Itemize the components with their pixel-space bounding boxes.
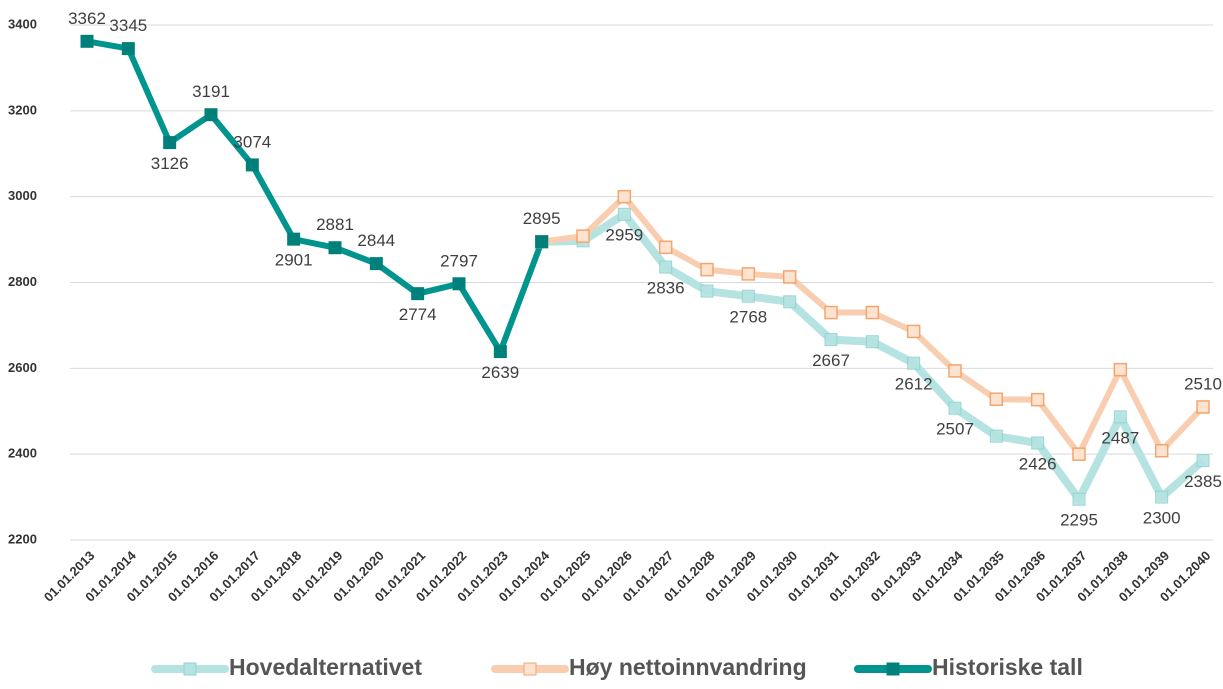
marker	[1154, 443, 1169, 458]
y-tick-label: 2600	[8, 360, 37, 375]
marker	[700, 284, 714, 298]
marker	[204, 108, 218, 122]
marker	[824, 333, 838, 347]
marker	[1072, 492, 1086, 506]
marker	[741, 267, 756, 281]
marker	[782, 270, 797, 284]
data-label: 2385	[1184, 472, 1222, 491]
marker	[989, 392, 1004, 406]
marker	[287, 232, 301, 246]
data-label: 3362	[68, 9, 106, 28]
marker	[783, 295, 797, 309]
marker	[1072, 447, 1086, 461]
marker	[1155, 490, 1169, 504]
data-label: 3345	[109, 16, 147, 35]
data-label: 2836	[647, 279, 685, 298]
data-label: 3126	[151, 154, 189, 173]
data-label: 2844	[357, 231, 395, 250]
legend-marker	[523, 662, 537, 676]
legend-label: Hovedalternativet	[229, 654, 422, 680]
data-label: 2426	[1019, 454, 1057, 473]
marker	[700, 262, 714, 277]
marker	[493, 345, 507, 359]
data-label: 2612	[895, 375, 933, 394]
data-label: 2881	[316, 215, 354, 234]
marker	[741, 289, 755, 303]
marker	[163, 136, 177, 150]
y-tick-label: 3400	[8, 16, 37, 31]
data-label: 2487	[1101, 428, 1139, 447]
data-label: 2507	[936, 420, 974, 439]
y-tick-label: 2200	[8, 531, 37, 546]
marker	[865, 335, 879, 349]
data-label: 2901	[275, 251, 313, 270]
legend-marker	[886, 662, 900, 676]
marker	[989, 429, 1003, 443]
marker	[1030, 392, 1045, 407]
data-label: 2797	[440, 251, 478, 270]
marker	[617, 207, 631, 221]
data-label: 2510	[1184, 374, 1222, 393]
marker	[907, 356, 921, 370]
marker	[1113, 362, 1128, 377]
marker	[328, 241, 342, 255]
marker	[1196, 400, 1210, 414]
data-label: 2300	[1143, 509, 1181, 528]
marker	[80, 34, 94, 48]
marker	[658, 240, 673, 255]
marker	[535, 235, 549, 249]
marker	[659, 260, 673, 274]
data-label: 2768	[729, 308, 767, 327]
series-line	[541, 210, 1206, 504]
data-label: 3074	[233, 132, 271, 151]
marker	[1031, 436, 1045, 450]
data-label: 2639	[481, 363, 519, 382]
y-tick-label: 2800	[8, 274, 37, 289]
legend-label: Historiske tall	[932, 654, 1083, 680]
marker	[906, 324, 921, 339]
marker	[948, 364, 962, 378]
legend-marker	[183, 662, 197, 676]
y-tick-label: 3000	[8, 188, 37, 203]
marker	[824, 305, 838, 320]
data-label: 2959	[605, 226, 643, 245]
marker	[576, 229, 590, 243]
y-tick-label: 3200	[8, 102, 37, 117]
data-label: 2774	[399, 305, 437, 324]
marker	[411, 287, 425, 301]
marker	[245, 158, 259, 172]
marker	[1113, 410, 1127, 424]
marker	[369, 257, 383, 271]
legend-label: Høy nettoinnvandring	[569, 654, 807, 680]
data-label: 2667	[812, 351, 850, 370]
y-tick-label: 2400	[8, 446, 37, 461]
data-label: 2295	[1060, 511, 1098, 530]
marker	[948, 401, 962, 415]
data-label: 2895	[523, 209, 561, 228]
marker	[452, 277, 466, 291]
marker	[1196, 454, 1210, 468]
data-label: 3191	[192, 82, 230, 101]
marker	[121, 42, 135, 56]
series-line	[86, 38, 545, 355]
marker	[617, 189, 632, 204]
marker	[865, 305, 880, 320]
